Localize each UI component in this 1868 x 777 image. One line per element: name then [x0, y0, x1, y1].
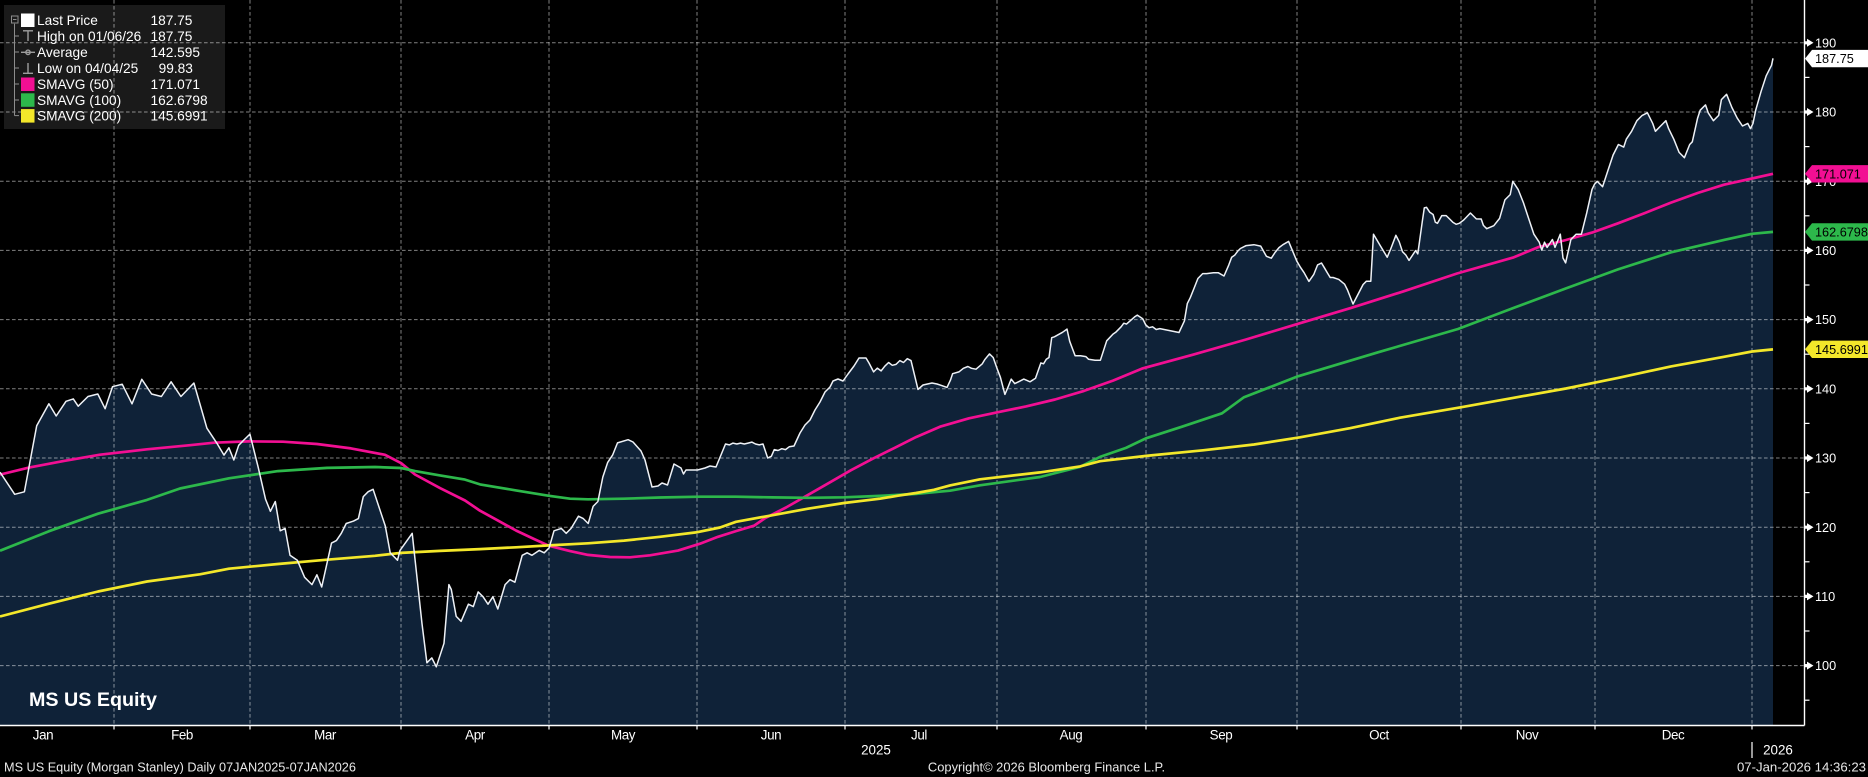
- svg-text:160: 160: [1815, 244, 1836, 258]
- svg-text:190: 190: [1815, 36, 1836, 50]
- svg-text:99.83: 99.83: [159, 61, 194, 76]
- svg-text:Oct: Oct: [1369, 728, 1389, 743]
- svg-text:MS US Equity: MS US Equity: [29, 689, 157, 711]
- svg-text:120: 120: [1815, 521, 1836, 535]
- svg-text:187.75: 187.75: [151, 29, 193, 44]
- svg-text:Last Price: Last Price: [37, 13, 98, 28]
- svg-text:187.75: 187.75: [1815, 52, 1854, 66]
- svg-text:High on 01/06/26: High on 01/06/26: [37, 29, 142, 44]
- svg-text:Feb: Feb: [171, 728, 193, 743]
- svg-text:SMAVG (100): SMAVG (100): [37, 93, 121, 108]
- svg-text:2025: 2025: [861, 743, 891, 758]
- svg-text:187.75: 187.75: [151, 13, 193, 28]
- svg-text:142.595: 142.595: [151, 45, 201, 60]
- svg-text:SMAVG (200): SMAVG (200): [37, 108, 121, 123]
- svg-text:Low on 04/04/25: Low on 04/04/25: [37, 61, 139, 76]
- svg-text:2026: 2026: [1763, 743, 1793, 758]
- svg-text:Aug: Aug: [1060, 728, 1083, 743]
- svg-text:162.6798: 162.6798: [151, 93, 208, 108]
- svg-text:Jul: Jul: [911, 728, 927, 743]
- svg-text:130: 130: [1815, 452, 1836, 466]
- svg-text:Dec: Dec: [1662, 728, 1685, 743]
- svg-text:Average: Average: [37, 45, 88, 60]
- svg-text:Apr: Apr: [465, 728, 486, 743]
- svg-text:Nov: Nov: [1516, 728, 1539, 743]
- svg-text:Sep: Sep: [1210, 728, 1233, 743]
- svg-text:171.071: 171.071: [1815, 167, 1861, 181]
- svg-text:Copyright© 2026 Bloomberg Fina: Copyright© 2026 Bloomberg Finance L.P.: [928, 760, 1165, 775]
- svg-text:Mar: Mar: [314, 728, 337, 743]
- svg-text:145.6991: 145.6991: [1815, 343, 1868, 357]
- svg-text:162.6798: 162.6798: [1815, 226, 1868, 240]
- svg-text:171.071: 171.071: [151, 77, 200, 92]
- svg-text:SMAVG (50): SMAVG (50): [37, 77, 114, 92]
- svg-text:145.6991: 145.6991: [151, 108, 208, 123]
- svg-text:100: 100: [1815, 659, 1836, 673]
- svg-text:110: 110: [1815, 590, 1835, 604]
- svg-text:180: 180: [1815, 106, 1836, 120]
- svg-text:Jun: Jun: [761, 728, 781, 743]
- svg-text:May: May: [611, 728, 636, 743]
- svg-text:07-Jan-2026 14:36:23: 07-Jan-2026 14:36:23: [1737, 760, 1866, 775]
- svg-text:140: 140: [1815, 382, 1836, 396]
- svg-text:150: 150: [1815, 313, 1836, 327]
- svg-text:Jan: Jan: [33, 728, 53, 743]
- svg-text:MS US Equity (Morgan Stanley): MS US Equity (Morgan Stanley) Daily 07JA…: [4, 761, 356, 775]
